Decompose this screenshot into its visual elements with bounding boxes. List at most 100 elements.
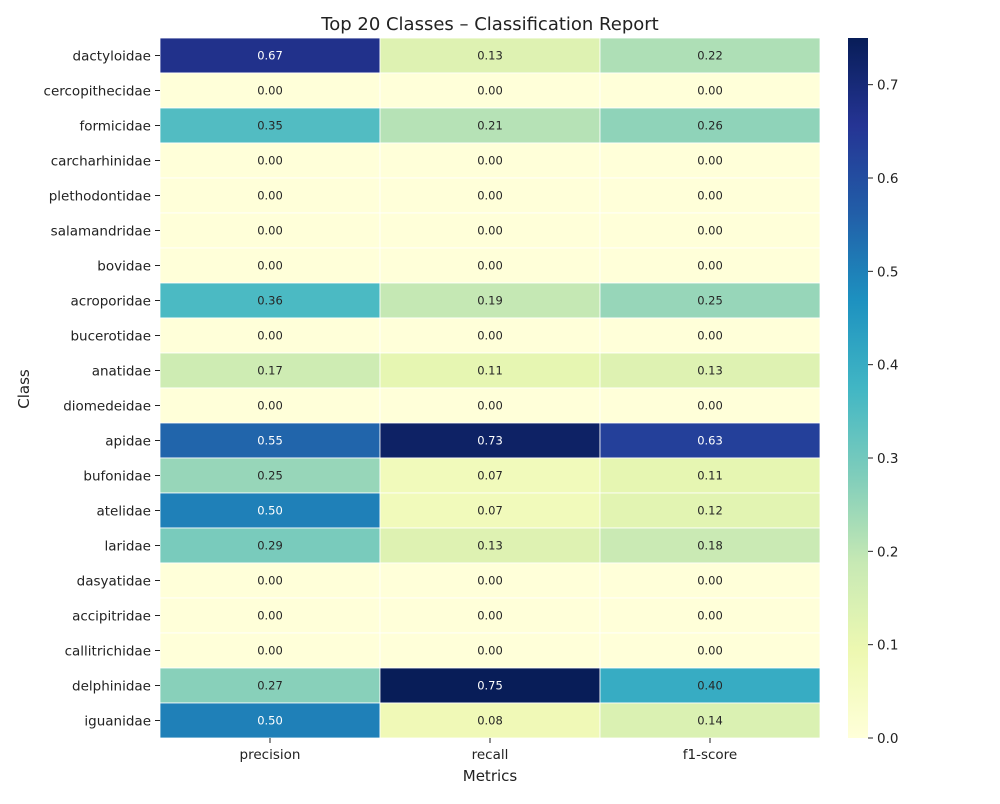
colorbar-tick-label: 0.7 — [877, 78, 898, 94]
colorbar-tick-label: 0.4 — [877, 358, 898, 374]
heatmap-cell — [599, 37, 821, 74]
cell-value-label: 0.00 — [697, 329, 723, 343]
heatmap-cell-labels: 0.67 0.13 0.22 0.00 0.00 0.00 0.35 0.21 0.26 0.00… — [257, 49, 723, 728]
heatmap-cell — [599, 597, 821, 634]
y-tick-label: accipitridae — [72, 609, 151, 625]
heatmap-cell — [599, 142, 821, 179]
y-tick-label: atelidae — [96, 504, 151, 520]
cell-value-label: 0.13 — [477, 49, 503, 63]
cell-value-label: 0.00 — [477, 224, 503, 238]
cell-value-label: 0.00 — [697, 259, 723, 273]
y-tick-label: delphinidae — [72, 679, 151, 695]
heatmap-cell — [159, 282, 381, 319]
cell-value-label: 0.00 — [257, 329, 283, 343]
heatmap-cell — [599, 632, 821, 669]
y-tick-label: diomedeidae — [63, 399, 151, 415]
cell-value-label: 0.36 — [257, 294, 283, 308]
heatmap-cell — [379, 247, 601, 284]
cell-value-label: 0.07 — [477, 504, 503, 518]
cell-value-label: 0.00 — [697, 224, 723, 238]
cell-value-label: 0.21 — [477, 119, 503, 133]
cell-value-label: 0.00 — [477, 189, 503, 203]
y-tick-label: salamandridae — [51, 224, 151, 240]
heatmap-cell — [379, 212, 601, 249]
heatmap-cell — [599, 562, 821, 599]
cell-value-label: 0.40 — [697, 679, 723, 693]
cell-value-label: 0.00 — [697, 84, 723, 98]
heatmap-cell — [159, 457, 381, 494]
heatmap-cell — [599, 352, 821, 389]
heatmap-cell — [159, 142, 381, 179]
heatmap-cell — [159, 527, 381, 564]
colorbar: 0.0 0.1 0.2 0.3 0.4 0.5 0.6 0.7 — [848, 38, 898, 747]
cell-value-label: 0.75 — [477, 679, 503, 693]
cell-value-label: 0.27 — [257, 679, 283, 693]
cell-value-label: 0.00 — [697, 399, 723, 413]
colorbar-tick-label: 0.1 — [877, 638, 898, 654]
y-tick-label: apidae — [105, 434, 151, 450]
colorbar-gradient — [848, 38, 868, 738]
cell-value-label: 0.35 — [257, 119, 283, 133]
heatmap-cell — [599, 177, 821, 214]
heatmap-cell — [599, 317, 821, 354]
colorbar-tick-label: 0.5 — [877, 264, 898, 280]
y-tick-label: acroporidae — [71, 294, 152, 310]
cell-value-label: 0.00 — [477, 154, 503, 168]
heatmap-cell — [379, 177, 601, 214]
heatmap-cell — [379, 457, 601, 494]
cell-value-label: 0.25 — [257, 469, 283, 483]
y-tick-label: carcharhinidae — [51, 154, 151, 170]
heatmap-cell — [599, 212, 821, 249]
heatmap-cell — [379, 702, 601, 739]
cell-value-label: 0.25 — [697, 294, 723, 308]
heatmap-cell — [159, 72, 381, 109]
cell-value-label: 0.00 — [257, 154, 283, 168]
x-tick-label: f1-score — [683, 747, 738, 763]
heatmap-cell — [159, 247, 381, 284]
heatmap-cell — [159, 352, 381, 389]
cell-value-label: 0.18 — [697, 539, 723, 553]
y-tick-label: bucerotidae — [70, 329, 151, 345]
cell-value-label: 0.00 — [697, 574, 723, 588]
cell-value-label: 0.14 — [697, 714, 723, 728]
colorbar-tick-label: 0.2 — [877, 544, 898, 560]
cell-value-label: 0.00 — [257, 574, 283, 588]
heatmap-cell — [379, 72, 601, 109]
cell-value-label: 0.00 — [477, 259, 503, 273]
cell-value-label: 0.26 — [697, 119, 723, 133]
cell-value-label: 0.63 — [697, 434, 723, 448]
cell-value-label: 0.00 — [697, 189, 723, 203]
cell-value-label: 0.29 — [257, 539, 283, 553]
y-axis: dactyloidae cercopithecidae formicidae carc… — [44, 49, 160, 730]
colorbar-tick-label: 0.0 — [877, 731, 898, 747]
cell-value-label: 0.00 — [257, 189, 283, 203]
y-tick-label: formicidae — [79, 119, 151, 135]
heatmap-cell — [379, 562, 601, 599]
cell-value-label: 0.13 — [697, 364, 723, 378]
cell-value-label: 0.00 — [257, 644, 283, 658]
cell-value-label: 0.00 — [477, 574, 503, 588]
cell-value-label: 0.22 — [697, 49, 723, 63]
heatmap-cell — [159, 667, 381, 704]
y-axis-label: Class — [15, 369, 33, 409]
chart-title: Top 20 Classes – Classification Report — [320, 14, 658, 35]
y-tick-label: bovidae — [97, 259, 151, 275]
heatmap-cell — [159, 387, 381, 424]
cell-value-label: 0.00 — [697, 644, 723, 658]
heatmap-cell — [599, 387, 821, 424]
y-tick-label: iguanidae — [84, 714, 151, 730]
heatmap-cell — [159, 37, 381, 74]
y-tick-label: plethodontidae — [49, 189, 151, 205]
cell-value-label: 0.00 — [697, 154, 723, 168]
y-tick-label: bufonidae — [83, 469, 151, 485]
y-tick-label: callitrichidae — [65, 644, 151, 660]
y-tick-label: cercopithecidae — [44, 84, 151, 100]
cell-value-label: 0.11 — [697, 469, 723, 483]
cell-value-label: 0.00 — [477, 84, 503, 98]
heatmap-cell — [599, 457, 821, 494]
heatmap-cell — [599, 527, 821, 564]
cell-value-label: 0.11 — [477, 364, 503, 378]
heatmap-cell — [379, 422, 601, 459]
heatmap-cell — [159, 177, 381, 214]
